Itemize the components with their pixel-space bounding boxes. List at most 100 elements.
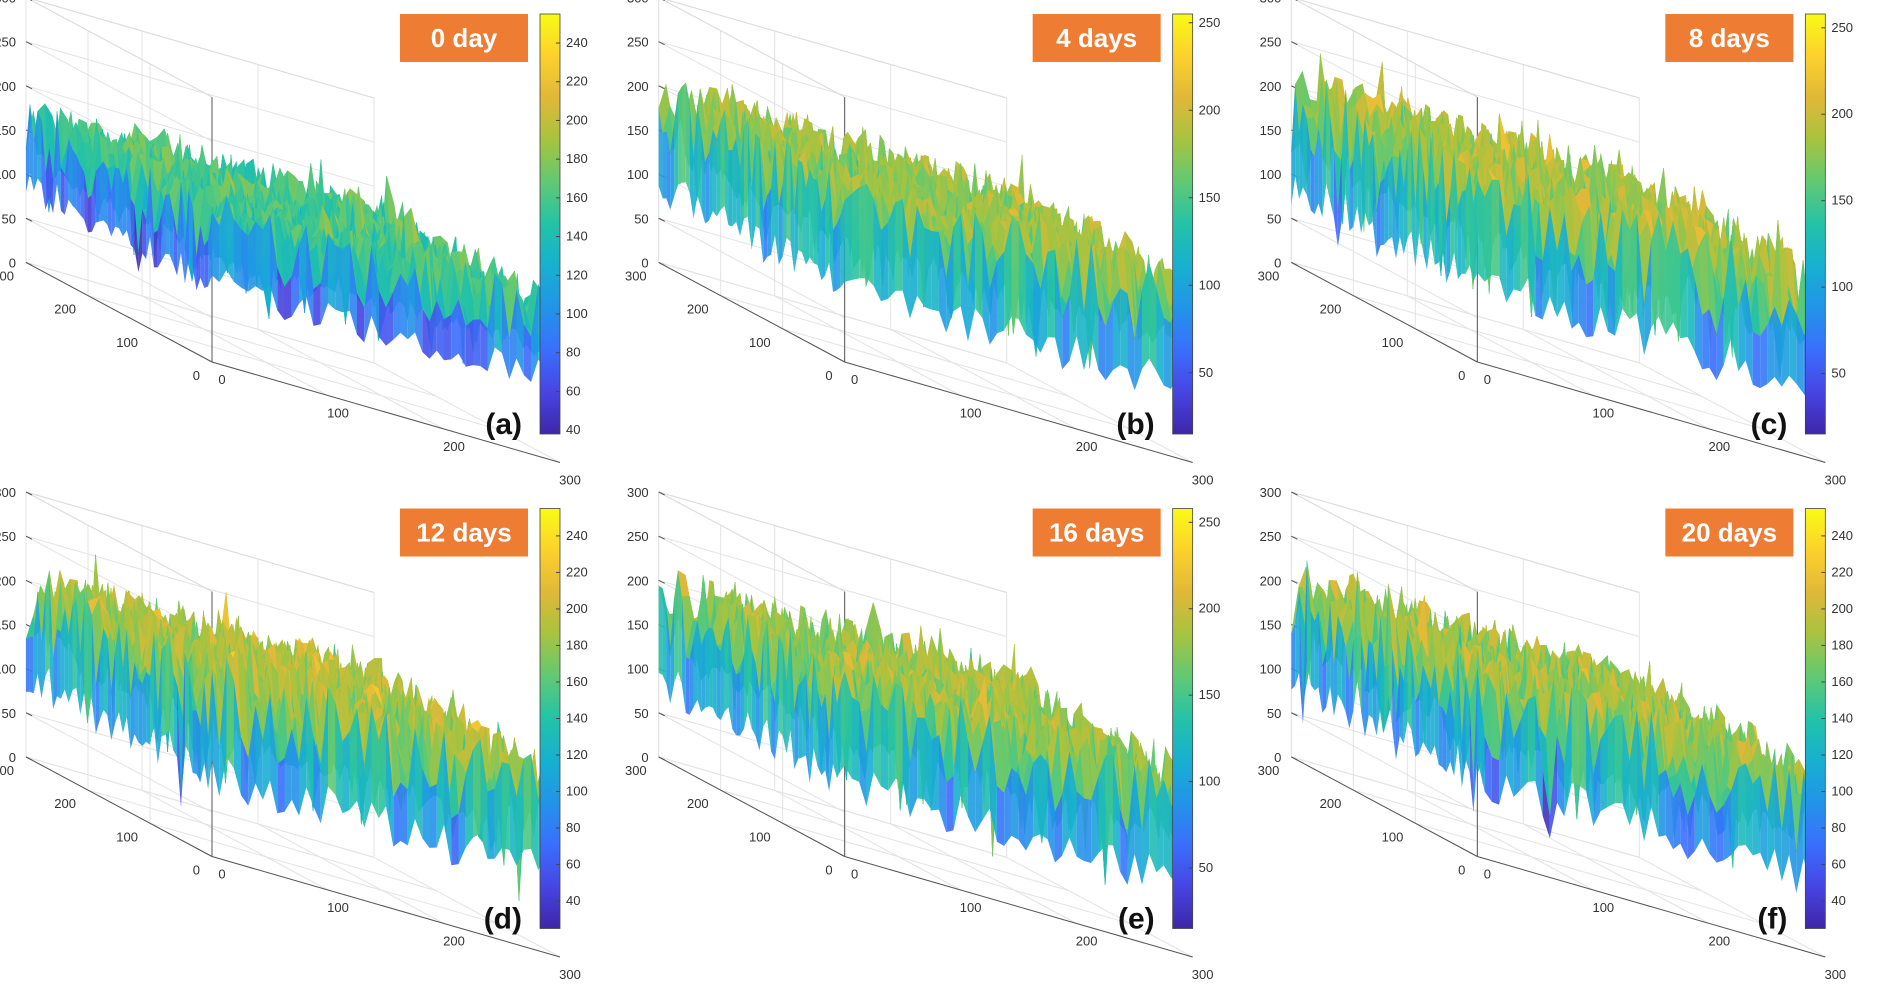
- x-tick-label: 300: [1824, 473, 1846, 488]
- z-tick-label: 300: [1260, 485, 1282, 500]
- z-tick-label: 0: [1274, 255, 1281, 270]
- z-tick-mark: [658, 579, 665, 584]
- y-tick-label: 200: [54, 302, 76, 317]
- z-tick-label: 100: [627, 662, 649, 677]
- colorbar-tick-label: 200: [1199, 601, 1221, 616]
- colorbar-tick-label: 200: [1831, 106, 1853, 121]
- panel-label: (b): [1116, 408, 1154, 441]
- colorbar-tick-label: 120: [566, 267, 588, 282]
- z-tick-label: 200: [627, 573, 649, 588]
- y-tick-label: 100: [116, 829, 138, 844]
- y-tick-label: 0: [193, 863, 200, 878]
- y-tick-label: 300: [625, 268, 647, 283]
- surface-panel: 0501001502002503000100200300010020030050…: [625, 485, 1220, 982]
- day-label-box: [1032, 14, 1161, 62]
- colorbar-tick-label: 200: [1199, 102, 1221, 117]
- y-tick-label: 300: [625, 763, 647, 778]
- surface-skirt: [26, 104, 560, 396]
- z-tick-label: 150: [0, 123, 16, 138]
- colorbar-tick-label: 100: [566, 306, 588, 321]
- colorbar-tick-label: 220: [1831, 564, 1853, 579]
- z-tick-label: 250: [1260, 529, 1282, 544]
- y-tick-label: 200: [54, 796, 76, 811]
- x-tick-label: 100: [960, 900, 982, 915]
- z-tick-mark: [25, 85, 33, 90]
- day-label: 20 days: [1682, 518, 1777, 548]
- colorbar-tick-label: 80: [566, 345, 580, 360]
- colorbar-tick-label: 40: [566, 893, 580, 908]
- y-tick-label: 100: [1382, 829, 1404, 844]
- colorbar-tick-label: 100: [1199, 774, 1221, 789]
- panel-label: (f): [1757, 903, 1787, 936]
- colorbar-tick-label: 240: [1831, 528, 1853, 543]
- colorbar-tick-label: 220: [566, 564, 588, 579]
- z-tick-label: 100: [1260, 167, 1282, 182]
- colorbar-tick-label: 60: [566, 383, 580, 398]
- z-tick-mark: [25, 756, 33, 761]
- day-label: 0 day: [431, 23, 498, 53]
- panel-label: (a): [485, 408, 522, 441]
- y-tick-label: 200: [1320, 302, 1342, 317]
- colorbar-tick-label: 180: [566, 637, 588, 652]
- colorbar-tick-label: 50: [1199, 860, 1213, 875]
- day-label-box: [400, 14, 528, 62]
- colorbar-tick-label: 180: [1831, 637, 1853, 652]
- z-tick-mark: [662, 0, 665, 1]
- colorbar-tick-label: 60: [1831, 857, 1845, 872]
- y-tick-label: 100: [749, 829, 771, 844]
- z-tick-label: 300: [0, 0, 16, 6]
- z-tick-label: 150: [0, 617, 16, 632]
- z-tick-label: 300: [627, 485, 649, 500]
- colorbar-tick-label: 80: [1831, 820, 1845, 835]
- day-label: 16 days: [1049, 518, 1144, 548]
- x-tick-label: 0: [1484, 867, 1491, 882]
- z-tick-label: 250: [0, 529, 16, 544]
- x-tick-label: 300: [559, 473, 581, 488]
- colorbar-tick-label: 100: [1831, 784, 1853, 799]
- colorbar-tick-label: 150: [1831, 193, 1853, 208]
- x-tick-label: 200: [1076, 934, 1098, 949]
- colorbar-tick-label: 60: [566, 857, 580, 872]
- z-tick-mark: [658, 535, 665, 540]
- surface-skirt: [658, 82, 1193, 401]
- z-tick-mark: [1295, 0, 1298, 1]
- z-tick-label: 0: [641, 750, 648, 765]
- panel-label: (e): [1118, 903, 1155, 936]
- z-tick-label: 50: [1267, 706, 1281, 721]
- z-tick-label: 50: [2, 211, 16, 226]
- z-tick-label: 100: [627, 167, 649, 182]
- colorbar-tick-label: 220: [566, 74, 588, 89]
- colorbar-tick-label: 100: [566, 784, 588, 799]
- x-tick-label: 100: [327, 900, 349, 915]
- y-tick-label: 100: [749, 335, 771, 350]
- x-tick-label: 200: [443, 934, 465, 949]
- colorbar: [1172, 13, 1194, 435]
- surface-skirt: [1291, 560, 1826, 893]
- z-tick-label: 0: [9, 255, 16, 270]
- colorbar-tick-label: 120: [566, 747, 588, 762]
- x-tick-label: 100: [960, 406, 982, 421]
- z-tick-mark: [1291, 217, 1298, 222]
- x-tick-label: 100: [1592, 406, 1614, 421]
- colorbar-tick-label: 100: [1199, 277, 1221, 292]
- z-tick-mark: [29, 0, 33, 1]
- x-tick-label: 300: [1192, 967, 1214, 982]
- y-tick-label: 300: [0, 268, 14, 283]
- y-tick-label: 0: [1458, 863, 1465, 878]
- colorbar-tick-label: 150: [1199, 687, 1221, 702]
- z-tick-mark: [658, 41, 665, 46]
- x-tick-label: 100: [327, 406, 349, 421]
- y-tick-label: 0: [825, 863, 832, 878]
- y-tick-label: 100: [116, 335, 138, 350]
- surface-skirt: [26, 570, 560, 881]
- z-tick-label: 200: [0, 79, 16, 94]
- z-tick-label: 50: [1267, 211, 1281, 226]
- z-tick-label: 50: [2, 706, 16, 721]
- y-tick-label: 100: [1382, 335, 1404, 350]
- x-tick-label: 0: [851, 372, 858, 387]
- colorbar-tick-label: 80: [566, 820, 580, 835]
- z-tick-label: 200: [627, 79, 649, 94]
- colorbar-tick-label: 100: [1831, 279, 1853, 294]
- z-tick-mark: [25, 535, 33, 540]
- colorbar-tick-label: 160: [566, 674, 588, 689]
